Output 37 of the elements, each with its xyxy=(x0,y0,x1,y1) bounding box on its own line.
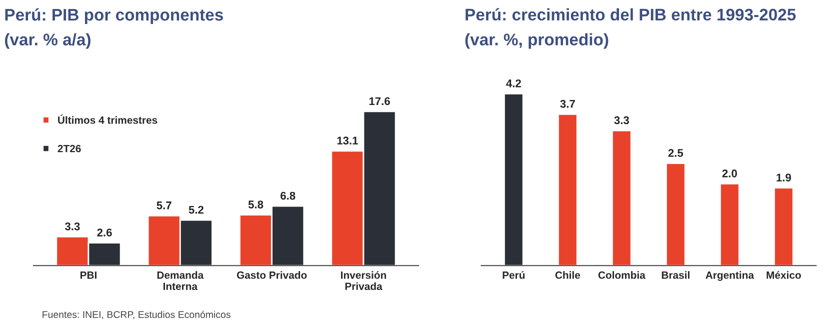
bar xyxy=(504,92,524,266)
source-note: Fuentes: INEI, BCRP, Estudios Económicos xyxy=(42,310,230,320)
data-label: 5.2 xyxy=(188,206,204,214)
legend-label: 2T26 xyxy=(58,144,81,152)
data-label: 3.3 xyxy=(614,116,629,124)
x-tick-label: Chile xyxy=(555,271,580,279)
chart-subtitle: (var. % a/a) xyxy=(5,33,90,49)
data-label: 13.1 xyxy=(337,136,358,145)
data-label: 2.5 xyxy=(668,149,684,157)
data-label: 6.8 xyxy=(280,192,296,200)
data-label: 5.7 xyxy=(156,202,172,210)
x-tick-label: PBI xyxy=(80,272,96,279)
data-label: 3.7 xyxy=(560,100,575,108)
x-tick-label: Colombia xyxy=(598,271,646,279)
chart-title: Perú: PIB por componentes xyxy=(5,8,223,24)
x-tick-label: Argentina xyxy=(706,271,754,281)
x-tick-label: Inversión Privada xyxy=(341,271,386,290)
bar xyxy=(774,187,794,266)
x-tick-label: México xyxy=(766,271,801,279)
bar xyxy=(720,183,740,266)
legend-label: Últimos 4 trimestres xyxy=(58,114,158,124)
chart-title: Perú: crecimiento del PIB entre 1993-2025 xyxy=(466,8,796,21)
chart-subtitle: (var. %, promedio) xyxy=(465,33,608,49)
data-label: 5.8 xyxy=(248,200,264,208)
data-label: 2.6 xyxy=(97,228,112,236)
x-tick-label: Brasil xyxy=(662,271,690,279)
data-label: 17.6 xyxy=(369,97,390,106)
data-label: 2.0 xyxy=(722,170,737,178)
x-tick-label: Gasto Privado xyxy=(236,271,307,279)
bar xyxy=(666,162,686,266)
data-label: 3.3 xyxy=(64,222,80,230)
x-tick-label: Perú xyxy=(502,271,525,279)
x-tick-label: Demanda Interna xyxy=(157,271,204,290)
bar xyxy=(558,113,578,266)
data-label: 1.9 xyxy=(776,174,791,182)
data-label: 4.2 xyxy=(506,79,521,88)
bar xyxy=(612,130,632,266)
